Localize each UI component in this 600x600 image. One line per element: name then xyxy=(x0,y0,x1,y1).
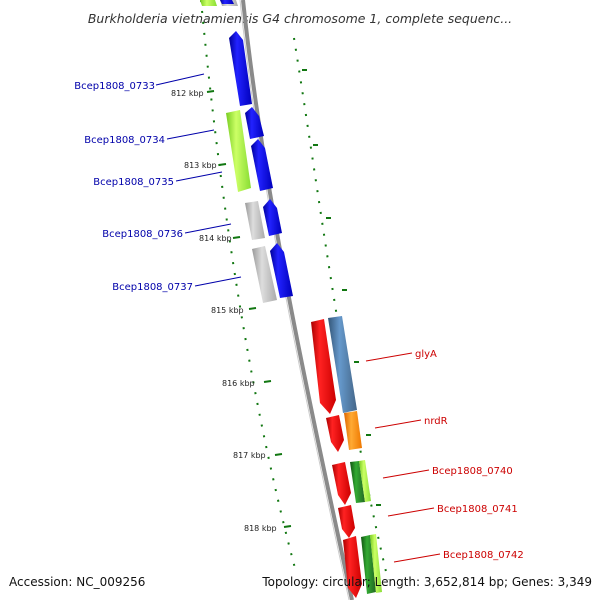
cds-bcep1808-0742[interactable] xyxy=(343,536,362,598)
cds-bcep1808-0734[interactable] xyxy=(245,107,264,139)
scale-label-814: 814 kbp xyxy=(199,234,232,243)
scale-label-817: 817 kbp xyxy=(233,451,266,460)
gene-nrdr[interactable] xyxy=(344,411,362,450)
scale-right-ticks xyxy=(302,69,381,506)
cds-bcep1808-0737[interactable] xyxy=(270,243,293,298)
label-bcep1808-0736[interactable]: Bcep1808_0736 xyxy=(102,229,183,240)
scale-label-813: 813 kbp xyxy=(184,161,217,170)
label-bcep1808-0741[interactable]: Bcep1808_0741 xyxy=(437,504,518,515)
scale-label-818: 818 kbp xyxy=(244,524,277,533)
label-bcep1808-0737[interactable]: Bcep1808_0737 xyxy=(112,282,193,293)
cds-bcep1808-0741[interactable] xyxy=(338,505,355,538)
gene-bcep1808-0736[interactable] xyxy=(245,201,265,240)
cds-bcep1808-0736[interactable] xyxy=(263,199,282,236)
cds-bcep1808-0735[interactable] xyxy=(251,139,273,191)
label-bcep1808-0740[interactable]: Bcep1808_0740 xyxy=(432,466,513,477)
gene-bcep1808-0740-green[interactable] xyxy=(350,461,365,503)
scale-label-812: 812 kbp xyxy=(171,89,204,98)
left-strand-features xyxy=(200,0,293,303)
gene-feature-top-blue[interactable] xyxy=(220,0,234,4)
scale-track-left xyxy=(200,0,297,573)
gene-bcep1808-0742-green[interactable] xyxy=(361,535,376,594)
gene-bcep1808-0742-lime[interactable] xyxy=(370,534,382,593)
cds-bcep1808-0733[interactable] xyxy=(229,31,252,106)
gene-bcep1808-0737[interactable] xyxy=(252,246,277,303)
label-bcep1808-0734[interactable]: Bcep1808_0734 xyxy=(84,135,165,146)
scale-label-815: 815 kbp xyxy=(211,306,244,315)
gene-feature-top-lime[interactable] xyxy=(200,0,217,6)
label-glya[interactable]: glyA xyxy=(415,349,437,360)
label-nrdr[interactable]: nrdR xyxy=(424,416,448,427)
map-title: Burkholderia vietnamiensis G4 chromosome… xyxy=(88,11,512,26)
cds-glya[interactable] xyxy=(311,319,336,414)
label-bcep1808-0733[interactable]: Bcep1808_0733 xyxy=(74,81,155,92)
scale-labels: 812 kbp 813 kbp 814 kbp 815 kbp 816 kbp … xyxy=(171,89,277,533)
gene-bcep1808-0734[interactable] xyxy=(226,110,251,192)
scale-label-816: 816 kbp xyxy=(222,379,255,388)
left-gene-labels: Bcep1808_0733 Bcep1808_0734 Bcep1808_073… xyxy=(74,73,242,293)
right-gene-labels: glyA nrdR Bcep1808_0740 Bcep1808_0741 Bc… xyxy=(365,349,524,563)
accession-text: Accession: NC_009256 xyxy=(9,575,145,589)
right-strand-features xyxy=(311,316,382,598)
backbone xyxy=(241,0,354,600)
gene-glya[interactable] xyxy=(328,316,357,413)
cds-nrdr[interactable] xyxy=(326,415,344,452)
label-bcep1808-0735[interactable]: Bcep1808_0735 xyxy=(93,177,174,188)
summary-text: Topology: circular; Length: 3,652,814 bp… xyxy=(261,575,592,589)
cds-bcep1808-0740[interactable] xyxy=(332,462,351,505)
gene-bcep1808-0740-lime[interactable] xyxy=(359,460,371,502)
scale-major-ticks xyxy=(206,90,292,528)
label-bcep1808-0742[interactable]: Bcep1808_0742 xyxy=(443,550,524,561)
